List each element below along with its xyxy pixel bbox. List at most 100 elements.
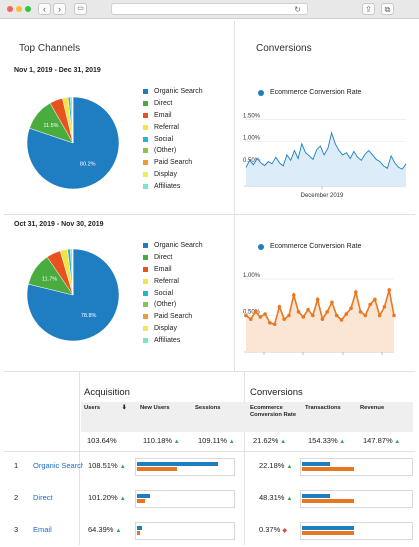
- series-point: [334, 313, 339, 318]
- dashboard: Top Channels Nov 1, 2019 - Dec 31, 2019 …: [4, 21, 415, 545]
- up-arrow-icon: ▲: [278, 439, 287, 445]
- channel-link[interactable]: Email: [33, 525, 52, 534]
- row-number: 2: [14, 493, 19, 502]
- col-new-users[interactable]: New Users: [140, 405, 170, 411]
- series-point: [282, 317, 286, 321]
- up-arrow-icon: ▲: [115, 528, 122, 534]
- series-label: Ecommerce Conversion Rate: [270, 89, 362, 96]
- series-point: [382, 304, 387, 309]
- bar-current: [137, 526, 142, 530]
- back-button[interactable]: ‹: [38, 3, 51, 15]
- legend-item: Organic Search: [143, 240, 203, 252]
- legend-item: Referral: [143, 275, 203, 287]
- series-point: [344, 312, 349, 316]
- series-point: [311, 313, 315, 318]
- users-cell: 101.20% ▲: [88, 493, 126, 502]
- col-revenue[interactable]: Revenue: [360, 405, 385, 411]
- legend-swatch: [143, 278, 148, 284]
- conversion-rate-chart-previous: 1.00%0.50%Nov 4Nov 11Nov 18Nov 25: [243, 273, 396, 355]
- y-tick-label: 0.50%: [243, 310, 261, 316]
- legend-label: Organic Search: [154, 242, 203, 250]
- col-conversion-rate[interactable]: Ecommerce Conversion Rate: [250, 405, 297, 418]
- legend-swatch: [143, 314, 148, 320]
- series-legend-previous: Ecommerce Conversion Rate: [258, 243, 361, 250]
- legend-item: Email: [143, 264, 203, 276]
- y-tick-label: 0.50%: [243, 158, 261, 164]
- col-users[interactable]: Users ⬇: [84, 405, 127, 411]
- up-arrow-icon: ▲: [337, 439, 346, 445]
- zoom-window-icon[interactable]: [25, 6, 31, 12]
- series-point: [339, 318, 344, 322]
- col-sessions[interactable]: Sessions: [195, 405, 221, 411]
- pie-label: 11.5%: [43, 123, 58, 129]
- total-value: 103.64%: [87, 436, 117, 445]
- total-cell: 147.87% ▲: [363, 436, 400, 445]
- legend-item: Organic Search: [143, 86, 203, 98]
- legend-item: Affiliates: [143, 180, 203, 192]
- series-line: [245, 131, 407, 170]
- total-value: 109.11%: [198, 436, 228, 445]
- legend-swatch: [143, 148, 148, 154]
- channel-legend-current: Organic Search Direct Email Referral Social (…: [143, 86, 203, 192]
- total-value: 110.18%: [143, 436, 173, 445]
- series-point: [368, 302, 372, 307]
- total-cell: 110.18% ▲: [143, 436, 180, 445]
- series-point: [244, 313, 248, 318]
- channel-link[interactable]: Organic Search: [33, 461, 83, 470]
- sort-down-icon[interactable]: ⬇: [121, 405, 127, 411]
- bar-current: [302, 462, 330, 466]
- legend-swatch: [143, 290, 148, 296]
- legend-item: Paid Search: [143, 157, 203, 169]
- top-channels-title: Top Channels: [19, 43, 81, 54]
- legend-swatch: [143, 160, 148, 166]
- forward-button[interactable]: ›: [53, 3, 66, 15]
- legend-item: Display: [143, 169, 203, 181]
- tabs-icon[interactable]: ⧉: [381, 3, 394, 15]
- series-marker: [258, 89, 264, 96]
- close-window-icon[interactable]: [7, 6, 13, 12]
- total-value: 147.87%: [363, 436, 393, 445]
- col-transactions[interactable]: Transactions: [305, 405, 341, 411]
- divider: [4, 451, 415, 452]
- row-number: 1: [14, 461, 19, 470]
- up-arrow-icon: ▲: [286, 496, 293, 502]
- bar-previous: [302, 531, 354, 535]
- series-point: [330, 300, 334, 305]
- date-range-current: Nov 1, 2019 - Dec 31, 2019: [14, 67, 101, 74]
- legend-swatch: [143, 124, 148, 130]
- share-icon[interactable]: ⇪: [362, 3, 375, 15]
- series-point: [277, 304, 282, 309]
- pie-label: 80.2%: [80, 162, 96, 168]
- series-point: [392, 313, 396, 318]
- bar-previous: [137, 499, 145, 503]
- legend-item: Affiliates: [143, 334, 203, 346]
- legend-label: Paid Search: [154, 313, 193, 321]
- series-area: [246, 132, 406, 186]
- legend-label: Direct: [154, 254, 173, 262]
- legend-label: Referral: [154, 277, 179, 285]
- legend-swatch: [143, 171, 148, 177]
- minimize-window-icon[interactable]: [16, 6, 22, 12]
- sidebar-icon[interactable]: ▭: [74, 3, 87, 15]
- table-header: [81, 402, 413, 432]
- conversions-heading: Conversions: [250, 387, 303, 398]
- browser-toolbar: ‹ › ▭ ↻ ⇪ ⧉: [0, 0, 419, 19]
- total-cell: 21.62% ▲: [253, 436, 286, 445]
- legend-label: Affiliates: [154, 182, 181, 190]
- total-value: 21.62%: [253, 436, 279, 445]
- legend-label: Email: [154, 265, 172, 273]
- bar-box: [135, 522, 235, 540]
- users-value: 64.39%: [88, 525, 114, 534]
- up-arrow-icon: ▲: [227, 439, 235, 445]
- conversion-rate-value: 22.18%: [259, 461, 285, 470]
- reload-icon[interactable]: ↻: [294, 5, 301, 14]
- legend-item: Social: [143, 133, 203, 145]
- pie-chart-previous: 78.8% 11.7%: [26, 248, 120, 342]
- channel-link[interactable]: Direct: [33, 493, 53, 502]
- legend-label: Social: [154, 135, 174, 143]
- legend-label: Affiliates: [154, 336, 181, 344]
- divider: [79, 371, 80, 545]
- legend-swatch: [143, 112, 148, 118]
- users-cell: 64.39% ▲: [88, 525, 121, 534]
- address-bar[interactable]: ↻: [111, 3, 308, 15]
